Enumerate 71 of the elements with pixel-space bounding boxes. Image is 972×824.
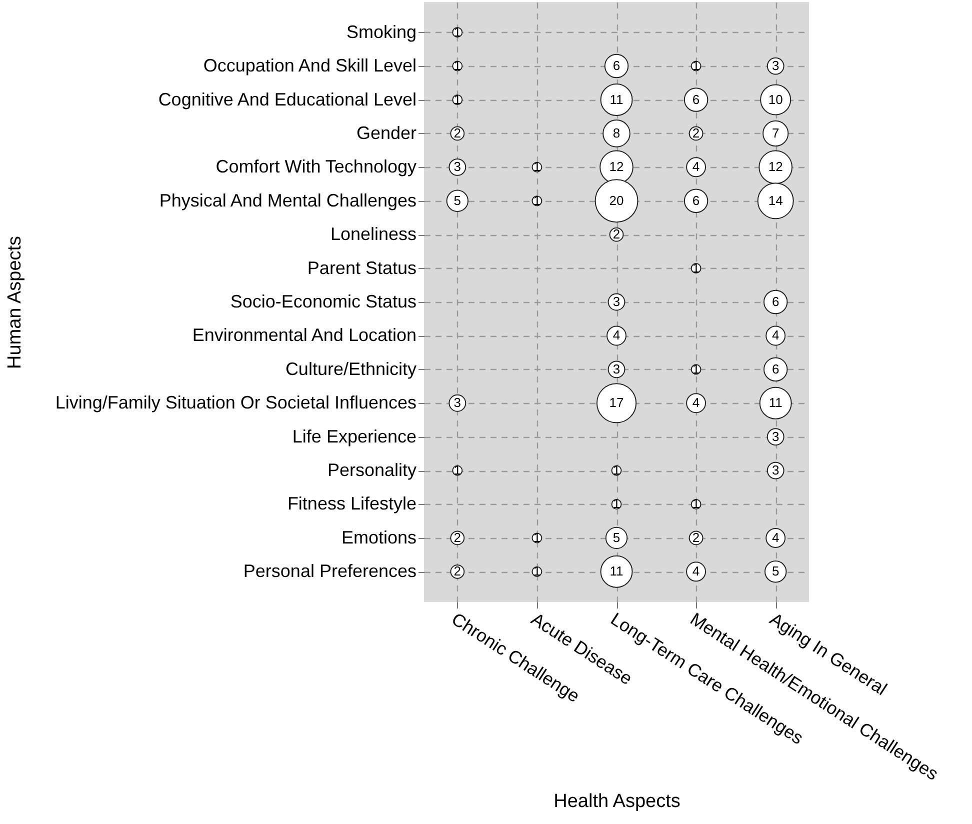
data-label: 12 xyxy=(609,159,624,174)
data-label: 1 xyxy=(692,260,700,276)
data-label: 1 xyxy=(454,462,462,478)
data-label: 2 xyxy=(454,125,462,140)
y-tick-label: Gender xyxy=(356,122,416,143)
data-label: 1 xyxy=(692,58,700,74)
data-label: 1 xyxy=(533,564,541,579)
y-tick-label: Culture/Ethnicity xyxy=(285,358,416,379)
data-label: 4 xyxy=(692,395,700,410)
data-label: 11 xyxy=(610,92,624,107)
data-label: 3 xyxy=(772,462,780,478)
y-tick-label: Comfort With Technology xyxy=(216,156,416,177)
data-label: 11 xyxy=(610,564,624,579)
data-label: 7 xyxy=(772,125,780,140)
data-label: 1 xyxy=(692,496,700,512)
data-label: 1 xyxy=(533,159,541,174)
y-tick-label: Living/Family Situation Or Societal Influences xyxy=(55,392,416,413)
data-label: 1 xyxy=(454,58,462,74)
data-label: 14 xyxy=(768,192,783,208)
data-label: 1 xyxy=(454,24,462,40)
data-label: 2 xyxy=(612,226,620,242)
data-label: 11 xyxy=(768,395,782,410)
data-label: 3 xyxy=(612,361,620,376)
data-label: 6 xyxy=(772,294,780,309)
y-tick-label: Occupation And Skill Level xyxy=(203,56,416,76)
data-label: 1 xyxy=(612,496,620,512)
data-label: 3 xyxy=(772,58,780,74)
data-label: 4 xyxy=(692,564,700,579)
y-tick-label: Physical And Mental Challenges xyxy=(159,190,416,210)
data-label: 4 xyxy=(772,530,780,545)
data-label: 3 xyxy=(454,395,462,410)
data-label: 2 xyxy=(454,564,462,579)
y-tick-label: Cognitive And Educational Level xyxy=(158,89,416,110)
data-label: 4 xyxy=(772,328,780,343)
data-label: 1 xyxy=(533,192,541,208)
data-label: 8 xyxy=(612,125,620,140)
data-label: 3 xyxy=(612,294,620,309)
y-tick-label: Emotions xyxy=(341,527,416,548)
data-label: 5 xyxy=(612,530,620,545)
data-label: 6 xyxy=(772,361,780,376)
y-tick-label: Loneliness xyxy=(330,224,416,244)
data-label: 6 xyxy=(612,58,620,74)
data-label: 1 xyxy=(612,462,620,478)
data-label: 5 xyxy=(772,564,780,579)
y-tick-label: Fitness Lifestyle xyxy=(287,494,416,514)
data-label: 17 xyxy=(609,395,624,410)
y-tick-label: Socio-Economic Status xyxy=(230,292,416,312)
data-label: 10 xyxy=(768,92,783,107)
data-label: 2 xyxy=(692,125,700,140)
data-label: 20 xyxy=(609,192,624,208)
data-label: 4 xyxy=(692,159,700,174)
x-axis-title: Health Aspects xyxy=(554,791,680,812)
data-label: 1 xyxy=(533,530,541,545)
data-label: 6 xyxy=(692,192,700,208)
data-label: 1 xyxy=(454,92,462,107)
y-tick-label: Parent Status xyxy=(307,258,416,278)
y-tick-label: Personal Preferences xyxy=(243,561,416,582)
y-tick-label: Environmental And Location xyxy=(192,325,416,346)
data-label: 1 xyxy=(692,361,700,376)
y-axis-title: Human Aspects xyxy=(4,236,26,370)
data-label: 2 xyxy=(454,530,462,545)
data-label: 3 xyxy=(454,159,462,174)
data-label: 4 xyxy=(612,328,620,343)
data-label: 12 xyxy=(768,159,783,174)
data-label: 2 xyxy=(692,530,700,545)
y-tick-label: Personality xyxy=(327,460,416,480)
y-tick-label: Smoking xyxy=(346,22,416,42)
data-label: 5 xyxy=(454,192,462,208)
data-label: 6 xyxy=(692,92,700,107)
y-tick-label: Life Experience xyxy=(292,426,416,446)
data-label: 3 xyxy=(772,428,780,444)
